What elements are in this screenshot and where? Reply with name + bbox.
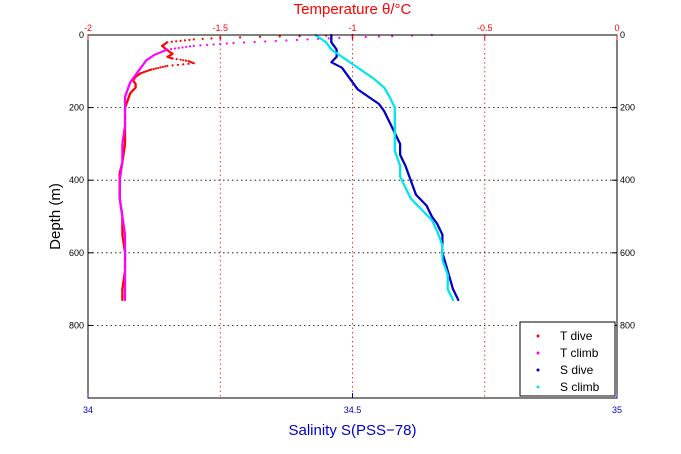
data-point (295, 38, 299, 42)
data-point (192, 62, 195, 65)
y-axis-title: Depth (m) (47, 183, 64, 250)
y-tick-label: 0 (79, 30, 84, 40)
top-tick-label: -1.5 (212, 23, 228, 33)
data-point (161, 65, 164, 68)
y-tick-label: 200 (69, 103, 84, 113)
legend-label: S climb (560, 380, 600, 394)
series-t-climb (118, 33, 433, 302)
legend-marker (536, 351, 540, 355)
data-point (391, 34, 394, 38)
data-point (179, 39, 182, 42)
data-point (157, 66, 160, 70)
top-axis-title: Temperature θ/°C (294, 1, 412, 18)
data-point (377, 35, 381, 38)
data-point (451, 298, 455, 302)
data-point (274, 39, 277, 43)
data-point (159, 66, 162, 69)
data-point (185, 45, 188, 49)
data-point (199, 44, 202, 47)
data-point (210, 37, 213, 40)
data-point (192, 38, 195, 41)
data-point (121, 298, 124, 302)
data-point (154, 67, 158, 70)
y-tick-label: 400 (69, 175, 84, 185)
data-point (184, 59, 187, 62)
data-point (181, 46, 184, 49)
data-point (175, 40, 178, 43)
data-point (188, 38, 191, 41)
data-point (179, 58, 182, 61)
top-tick-label: -2 (84, 23, 92, 33)
data-point (364, 35, 367, 39)
legend-marker (536, 334, 540, 338)
data-point (183, 39, 187, 42)
data-point (298, 34, 301, 38)
data-point (253, 40, 256, 44)
data-point (187, 62, 190, 65)
bottom-tick-label: 34.5 (344, 405, 362, 415)
bottom-tick-label: 35 (612, 405, 622, 415)
legend: T dive T climb S dive S climb (519, 321, 616, 397)
data-point (201, 37, 204, 40)
data-point (170, 47, 173, 51)
data-point (170, 40, 173, 43)
series-s-climb (314, 33, 455, 302)
top-tick-label: -0.5 (477, 23, 493, 33)
data-point (258, 35, 262, 38)
data-point (175, 58, 178, 61)
data-point (192, 44, 195, 47)
data-point (264, 40, 267, 43)
data-point (182, 63, 185, 66)
data-point (219, 42, 222, 46)
data-point (327, 37, 330, 40)
data-point (306, 38, 309, 41)
y-tick-label: 800 (69, 320, 84, 330)
data-point (123, 298, 127, 302)
legend-box (519, 321, 616, 397)
y-tick-label: 600 (69, 248, 84, 258)
data-point (163, 65, 167, 68)
bottom-axis-title: Salinity S(PSS−78) (289, 422, 417, 439)
data-point (278, 35, 281, 38)
data-point (182, 59, 185, 62)
data-point (177, 46, 180, 50)
y-tick-label-right: 800 (620, 320, 635, 330)
data-point (225, 42, 228, 45)
legend-marker (536, 385, 540, 389)
grid-lines (88, 35, 617, 398)
data-series (118, 33, 460, 302)
legend-label: T climb (560, 346, 599, 360)
data-point (285, 39, 288, 42)
top-tick-label: -1 (348, 23, 356, 33)
y-tick-label-right: 200 (620, 103, 635, 113)
data-point (232, 41, 235, 45)
data-point (457, 298, 460, 302)
data-point (242, 41, 246, 44)
data-point (238, 36, 242, 39)
data-point (212, 43, 215, 46)
top-tick-label: 0 (614, 23, 619, 33)
legend-marker (536, 368, 540, 372)
legend-label: S dive (560, 363, 594, 377)
bottom-tick-label: 34 (83, 405, 93, 415)
data-point (338, 36, 341, 40)
data-point (205, 43, 209, 47)
data-point (166, 64, 169, 67)
legend-label: T dive (560, 329, 593, 343)
data-point (188, 45, 192, 48)
data-point (173, 47, 177, 50)
data-point (176, 63, 180, 66)
data-point (152, 67, 155, 71)
y-tick-label-right: 0 (620, 30, 625, 40)
series-s-dive (330, 33, 460, 302)
y-tick-label-right: 600 (620, 248, 635, 258)
data-point (171, 57, 174, 60)
data-point (171, 64, 174, 67)
y-tick-label-right: 400 (620, 175, 635, 185)
